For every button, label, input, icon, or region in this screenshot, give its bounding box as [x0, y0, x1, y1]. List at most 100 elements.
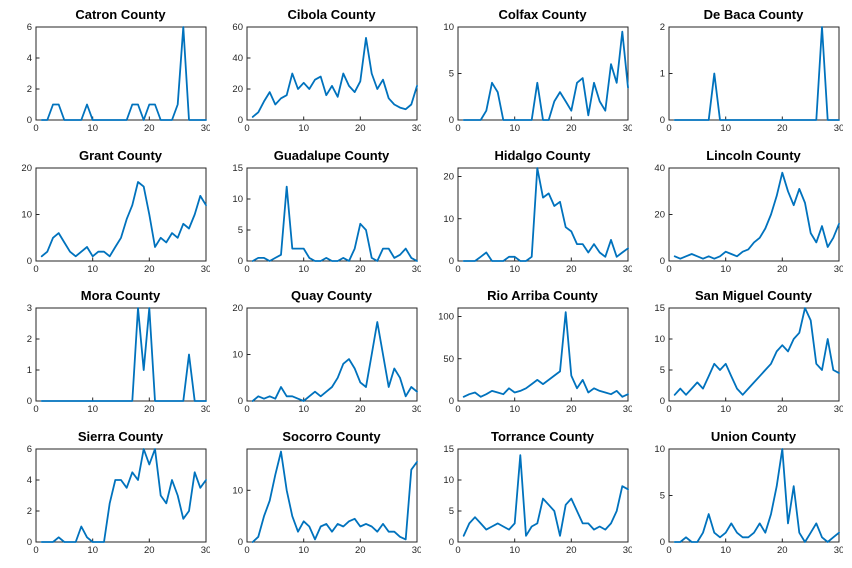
svg-text:30: 30	[411, 545, 420, 556]
svg-text:10: 10	[509, 264, 520, 275]
line-chart-de-baca: 0 10 20 30 0 1 2	[659, 23, 842, 134]
svg-text:15: 15	[654, 304, 665, 314]
svg-text:10: 10	[443, 213, 454, 224]
svg-text:0: 0	[455, 123, 460, 134]
subplot-quay: Quay County 0 10 20 30 0 10 20	[219, 287, 422, 422]
svg-text:0: 0	[26, 537, 31, 548]
svg-text:20: 20	[566, 545, 577, 556]
line-chart-union: 0 10 20 30 0 5 10	[654, 445, 843, 556]
svg-text:30: 30	[833, 404, 842, 415]
chart-title-san-miguel: San Miguel County	[695, 288, 812, 303]
line-chart-mora: 0 10 20 30 0 1 2 3	[26, 304, 209, 415]
subplot-grant: Grant County 0 10 20 30 0 10 20	[8, 147, 211, 282]
svg-text:5: 5	[659, 490, 664, 501]
line-chart-socorro: 0 10 20 30 0 10	[232, 448, 421, 556]
svg-text:20: 20	[355, 123, 366, 134]
svg-text:20: 20	[144, 404, 155, 415]
subplot-san-miguel: San Miguel County 0 10 20 30 0 5 10 15	[641, 287, 844, 422]
svg-text:15: 15	[443, 445, 454, 455]
svg-text:20: 20	[654, 209, 665, 220]
svg-text:0: 0	[244, 545, 249, 556]
svg-text:3: 3	[26, 304, 31, 314]
svg-text:0: 0	[666, 264, 671, 275]
svg-text:20: 20	[777, 123, 788, 134]
svg-text:0: 0	[26, 115, 31, 126]
svg-text:0: 0	[666, 545, 671, 556]
subplot-catron: Catron County 0 10 20 30 0 2 4 6	[8, 6, 211, 141]
svg-text:30: 30	[833, 545, 842, 556]
svg-text:4: 4	[26, 53, 31, 64]
svg-text:20: 20	[566, 404, 577, 415]
line-chart-guadalupe: 0 10 20 30 0 5 10 15	[232, 164, 421, 275]
line-chart-cibola: 0 10 20 30 0 20 40 60	[232, 23, 421, 134]
svg-text:20: 20	[355, 404, 366, 415]
chart-title-sierra: Sierra County	[77, 428, 164, 444]
svg-text:10: 10	[298, 123, 309, 134]
svg-text:10: 10	[720, 404, 731, 415]
svg-text:0: 0	[237, 256, 242, 267]
subplot-cibola: Cibola County 0 10 20 30 0 20 40 60	[219, 6, 422, 141]
svg-text:0: 0	[659, 396, 664, 407]
svg-text:0: 0	[448, 115, 453, 126]
svg-text:5: 5	[448, 69, 453, 80]
svg-text:20: 20	[777, 264, 788, 275]
chart-title-colfax: Colfax County	[498, 7, 587, 22]
chart-title-de-baca: De Baca County	[703, 7, 804, 22]
svg-text:20: 20	[566, 123, 577, 134]
svg-text:0: 0	[448, 396, 453, 407]
svg-text:0: 0	[244, 404, 249, 415]
svg-text:20: 20	[443, 171, 454, 182]
chart-title-lincoln: Lincoln County	[706, 147, 801, 163]
svg-text:0: 0	[455, 264, 460, 275]
svg-text:2: 2	[659, 23, 664, 33]
subplot-colfax: Colfax County 0 10 20 30 0 5 10	[430, 6, 633, 141]
svg-text:10: 10	[87, 264, 98, 275]
svg-text:0: 0	[33, 545, 38, 556]
subplot-union: Union County 0 10 20 30 0 5 10	[641, 428, 844, 563]
svg-text:50: 50	[443, 354, 454, 365]
svg-text:10: 10	[443, 475, 454, 486]
subplot-rio-arriba: Rio Arriba County 0 10 20 30 0 50 100	[430, 287, 633, 422]
svg-text:10: 10	[232, 194, 243, 205]
svg-text:10: 10	[443, 23, 454, 33]
svg-text:5: 5	[448, 506, 453, 517]
line-chart-colfax: 0 10 20 30 0 5 10	[443, 23, 632, 134]
chart-title-torrance: Torrance County	[490, 428, 595, 444]
svg-text:30: 30	[200, 123, 209, 134]
svg-text:20: 20	[144, 123, 155, 134]
svg-text:10: 10	[87, 545, 98, 556]
svg-text:30: 30	[411, 123, 420, 134]
svg-text:10: 10	[298, 264, 309, 275]
svg-text:10: 10	[87, 404, 98, 415]
svg-text:30: 30	[833, 264, 842, 275]
svg-text:10: 10	[720, 123, 731, 134]
svg-text:10: 10	[232, 350, 243, 361]
svg-text:20: 20	[566, 264, 577, 275]
chart-title-socorro: Socorro County	[282, 428, 381, 444]
chart-title-cibola: Cibola County	[287, 7, 376, 22]
svg-text:10: 10	[509, 545, 520, 556]
svg-text:20: 20	[144, 264, 155, 275]
svg-text:6: 6	[26, 445, 31, 455]
line-chart-rio-arriba: 0 10 20 30 0 50 100	[438, 307, 632, 415]
line-chart-torrance: 0 10 20 30 0 5 10 15	[443, 445, 632, 556]
subplot-hidalgo: Hidalgo County 0 10 20 30 0 10 20	[430, 147, 633, 282]
svg-text:0: 0	[237, 537, 242, 548]
svg-text:30: 30	[200, 264, 209, 275]
svg-text:2: 2	[26, 506, 31, 517]
svg-text:0: 0	[659, 537, 664, 548]
svg-text:0: 0	[448, 256, 453, 267]
chart-title-union: Union County	[710, 428, 797, 444]
chart-title-hidalgo: Hidalgo County	[494, 147, 591, 163]
svg-text:30: 30	[622, 123, 631, 134]
svg-text:10: 10	[720, 264, 731, 275]
svg-text:20: 20	[232, 304, 243, 314]
svg-text:10: 10	[298, 545, 309, 556]
svg-text:30: 30	[622, 404, 631, 415]
svg-text:5: 5	[659, 365, 664, 376]
svg-text:30: 30	[622, 545, 631, 556]
line-chart-sierra: 0 10 20 30 0 2 4 6	[26, 445, 209, 556]
subplot-lincoln: Lincoln County 0 10 20 30 0 20 40	[641, 147, 844, 282]
svg-text:0: 0	[244, 264, 249, 275]
svg-text:10: 10	[720, 545, 731, 556]
